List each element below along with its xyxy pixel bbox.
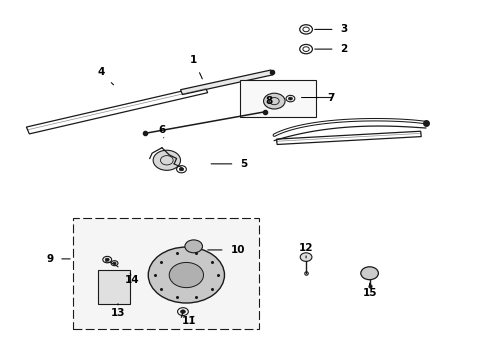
Bar xyxy=(240,80,316,117)
Text: 2: 2 xyxy=(315,44,347,54)
Circle shape xyxy=(264,93,285,109)
Circle shape xyxy=(300,253,312,261)
Circle shape xyxy=(105,258,109,261)
Text: 12: 12 xyxy=(299,243,313,258)
Text: 10: 10 xyxy=(208,245,245,255)
Text: 5: 5 xyxy=(211,159,247,169)
Circle shape xyxy=(179,168,184,171)
Circle shape xyxy=(361,267,378,280)
Text: 6: 6 xyxy=(158,125,166,138)
Circle shape xyxy=(289,97,293,100)
Text: 7: 7 xyxy=(301,93,335,103)
Bar xyxy=(73,218,259,329)
Circle shape xyxy=(153,150,180,170)
Text: 4: 4 xyxy=(97,67,114,85)
Text: 1: 1 xyxy=(190,55,202,79)
Text: 9: 9 xyxy=(47,254,70,264)
Text: 14: 14 xyxy=(125,273,140,285)
Text: 15: 15 xyxy=(362,283,377,298)
Text: 3: 3 xyxy=(315,24,347,35)
Bar xyxy=(98,270,130,304)
Text: 11: 11 xyxy=(181,316,196,325)
Circle shape xyxy=(169,262,203,288)
Circle shape xyxy=(180,310,185,314)
Text: 8: 8 xyxy=(266,96,273,106)
Polygon shape xyxy=(180,70,273,95)
Circle shape xyxy=(113,262,116,264)
Text: 13: 13 xyxy=(111,304,125,318)
Circle shape xyxy=(148,247,224,303)
Circle shape xyxy=(185,240,202,253)
